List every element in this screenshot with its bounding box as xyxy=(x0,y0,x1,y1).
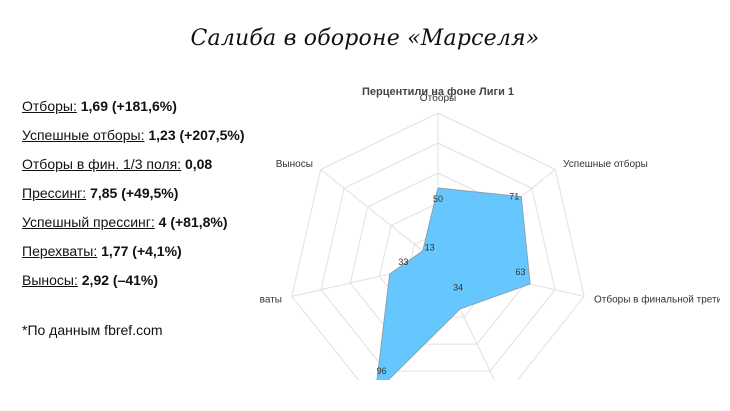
stat-row-tackles-won: Успешные отборы: 1,23 (+207,5%) xyxy=(22,121,244,150)
category-label: Выносы xyxy=(276,159,313,170)
stats-list: Отборы: 1,69 (+181,6%) Успешные отборы: … xyxy=(22,92,244,295)
stat-value: 1,77 (+4,1%) xyxy=(101,243,182,259)
stat-label: Прессинг: xyxy=(22,185,87,201)
stat-label: Выносы: xyxy=(22,272,78,288)
source-note: *По данным fbref.com xyxy=(22,322,163,338)
stat-value: 1,69 (+181,6%) xyxy=(80,98,177,114)
stat-value: 4 (+81,8%) xyxy=(158,214,228,230)
stat-row-tackles-final-third: Отборы в фин. 1/3 поля: 0,08 xyxy=(22,150,244,179)
stat-value: 1,23 (+207,5%) xyxy=(148,127,245,143)
value-label: 13 xyxy=(425,242,435,252)
page-title: Салиба в обороне «Марселя» xyxy=(190,26,540,51)
stat-row-successful-pressures: Успешный прессинг: 4 (+81,8%) xyxy=(22,208,244,237)
grid-ring xyxy=(291,112,585,380)
value-label: 34 xyxy=(453,282,463,292)
stat-label: Перехваты: xyxy=(22,243,98,259)
value-label: 50 xyxy=(433,194,443,204)
category-label: Отборы в финальной трети xyxy=(594,294,720,306)
stat-row-tackles: Отборы: 1,69 (+181,6%) xyxy=(22,92,244,121)
stat-value: 7,85 (+49,5%) xyxy=(90,185,179,201)
category-label: Успешные отборы xyxy=(563,158,648,170)
value-label: 63 xyxy=(515,267,525,277)
category-label: Отборы xyxy=(420,92,456,104)
grid-ring xyxy=(320,142,556,372)
stat-row-interceptions: Перехваты: 1,77 (+4,1%) xyxy=(22,237,244,266)
stat-value: 0,08 xyxy=(184,156,213,172)
stat-label: Успешные отборы: xyxy=(22,127,145,143)
value-label: 33 xyxy=(398,257,408,267)
stat-label: Успешный прессинг: xyxy=(22,214,155,230)
stat-row-pressures: Прессинг: 7,85 (+49,5%) xyxy=(22,179,244,208)
stat-label: Отборы: xyxy=(22,98,77,114)
stat-label: Отборы в фин. 1/3 поля: xyxy=(22,156,182,172)
value-label: 71 xyxy=(509,191,519,201)
grid-spoke xyxy=(320,169,439,264)
chart-title: Перцентили на фоне Лиги 1 xyxy=(362,86,514,98)
stat-value: 2,92 (–41%) xyxy=(81,272,159,288)
value-label: 96 xyxy=(377,366,387,376)
category-label: Перехваты xyxy=(260,295,282,306)
stat-row-clearances: Выносы: 2,92 (–41%) xyxy=(22,266,244,295)
radar-chart: Перцентили на фоне Лиги 1 50 71 63 34 96 33 13… xyxy=(260,86,720,380)
radar-series-area xyxy=(376,187,531,380)
